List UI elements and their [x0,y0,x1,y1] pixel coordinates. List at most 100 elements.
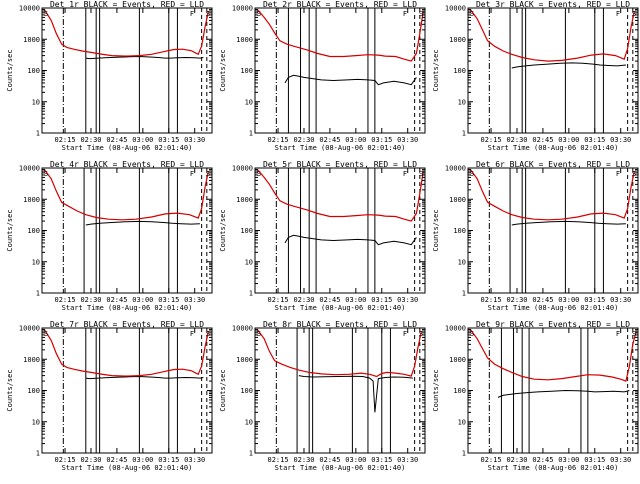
plot-area [256,8,424,133]
x-tick-label: 03:30 [184,136,205,144]
x-tick-label: 02:15 [55,456,76,464]
x-tick-label: 03:30 [397,296,418,304]
y-tick-label: 1 [36,290,40,298]
plot-frame [254,327,426,454]
event-marker: F [190,170,194,178]
x-tick-label: 02:45 [106,136,127,144]
y-tick-label: 1000 [449,36,466,44]
y-tick-label: 1000 [236,36,253,44]
series-events-line [511,62,626,69]
event-marker: F [616,10,620,18]
event-marker: S [257,330,261,338]
x-axis-label: Start Time (08-Aug-06 02:01:40) [488,464,619,472]
y-tick-label: 10000 [232,325,253,333]
x-tick-label: 02:30 [80,136,101,144]
y-tick-label: 1 [36,450,40,458]
x-tick-label: 03:00 [132,456,153,464]
y-tick-label: 10000 [445,165,466,173]
panel-title: Det 9r BLACK = Events, RED = LLD [476,320,630,329]
x-tick-label: 02:15 [481,136,502,144]
x-tick-label: 03:00 [558,456,579,464]
event-marker: S [206,170,210,178]
plot-frame [41,167,213,294]
x-tick-label: 03:15 [371,296,392,304]
y-tick-label: 1 [249,290,253,298]
event-marker: S [632,330,636,338]
event-marker: S [470,170,474,178]
x-tick-label: 02:45 [106,456,127,464]
x-tick-label: 02:45 [319,456,340,464]
x-tick-label: 03:00 [345,136,366,144]
y-tick-label: 100 [27,387,40,395]
event-marker: F [403,10,407,18]
y-tick-label: 1000 [23,36,40,44]
event-marker: F [403,170,407,178]
series-events-line [298,375,413,413]
event-marker: S [44,170,48,178]
x-tick-label: 03:00 [345,296,366,304]
x-tick-label: 02:45 [319,296,340,304]
event-marker: S [419,170,423,178]
panel-title: Det 2r BLACK = Events, RED = LLD [263,0,417,9]
x-tick-label: 02:15 [268,296,289,304]
y-tick-label: 10 [32,418,40,426]
y-tick-label: 10000 [19,165,40,173]
y-tick-label: 100 [240,67,253,75]
x-tick-label: 02:30 [506,136,527,144]
series-lld-line [43,9,210,57]
y-tick-label: 1 [462,450,466,458]
series-lld-line [43,329,210,377]
y-tick-label: 1 [36,130,40,138]
plot-frame [41,7,213,134]
x-tick-label: 03:15 [584,296,605,304]
plot-area [469,168,636,293]
series-events-line [284,74,417,86]
y-axis-label: Counts/sec [432,49,440,91]
y-tick-label: 1000 [236,196,253,204]
x-tick-label: 03:30 [610,136,631,144]
x-axis-label: Start Time (08-Aug-06 02:01:40) [275,304,406,312]
y-tick-label: 10 [245,98,253,106]
series-events-line [85,220,200,226]
event-marker: S [44,330,48,338]
x-tick-label: 03:15 [371,456,392,464]
x-tick-label: 03:15 [158,456,179,464]
series-events-line [85,55,204,60]
series-lld-line [256,9,424,62]
event-marker: S [470,330,474,338]
event-marker: S [470,10,474,18]
x-tick-label: 02:30 [80,456,101,464]
y-tick-label: 10000 [19,5,40,13]
plot-frame [467,7,639,134]
y-tick-label: 100 [453,227,466,235]
x-tick-label: 02:45 [319,136,340,144]
x-tick-label: 03:15 [584,456,605,464]
panel-title: Det 7r BLACK = Events, RED = LLD [50,320,204,329]
series-lld-line [43,169,210,221]
y-tick-label: 10 [458,98,466,106]
event-marker: S [632,170,636,178]
y-tick-label: 1 [462,290,466,298]
event-marker: S [206,330,210,338]
x-tick-label: 02:15 [481,296,502,304]
y-axis-label: Counts/sec [6,209,14,251]
x-tick-label: 02:15 [55,136,76,144]
series-lld-line [469,169,636,221]
plot-area [469,328,637,453]
y-tick-label: 1 [462,130,466,138]
y-axis-label: Counts/sec [219,209,227,251]
panel-title: Det 3r BLACK = Events, RED = LLD [476,0,630,9]
x-axis-label: Start Time (08-Aug-06 02:01:40) [275,144,406,152]
x-tick-label: 03:15 [158,296,179,304]
y-tick-label: 1000 [449,196,466,204]
y-tick-label: 10000 [232,165,253,173]
x-tick-label: 03:00 [558,296,579,304]
y-axis-label: Counts/sec [432,369,440,411]
y-tick-label: 10 [458,258,466,266]
y-tick-label: 100 [27,227,40,235]
x-tick-label: 03:30 [397,456,418,464]
